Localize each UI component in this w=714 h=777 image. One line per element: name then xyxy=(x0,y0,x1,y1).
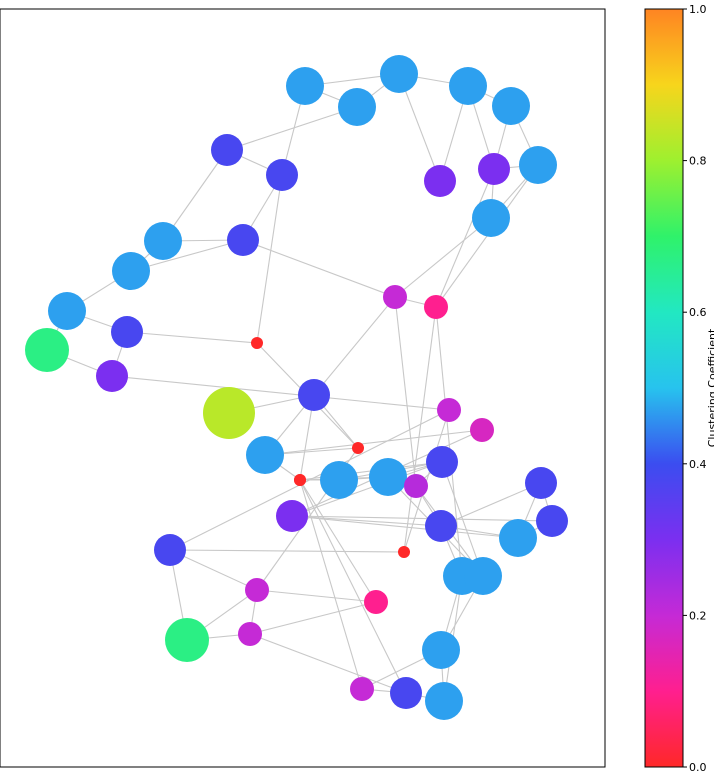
node-23 xyxy=(203,387,255,439)
node-5 xyxy=(492,87,530,125)
node-18 xyxy=(96,360,128,392)
node-9 xyxy=(478,153,510,185)
node-11 xyxy=(472,199,510,237)
edge-35-33 xyxy=(291,515,442,527)
edge-2-6 xyxy=(226,106,358,151)
node-47 xyxy=(350,677,374,701)
node-38 xyxy=(154,534,186,566)
edge-45-43 xyxy=(249,601,377,635)
nodes-layer xyxy=(25,55,568,720)
node-14 xyxy=(112,252,150,290)
edge-47-50 xyxy=(299,479,363,690)
edge-25-26 xyxy=(264,429,483,456)
edge-3-8 xyxy=(398,73,441,182)
node-7 xyxy=(266,159,298,191)
colorbar-tick-label: 1.0 xyxy=(689,3,707,16)
node-3 xyxy=(380,55,418,93)
edge-22-19 xyxy=(313,296,396,396)
node-41 xyxy=(464,557,502,595)
node-27 xyxy=(352,442,364,454)
node-32 xyxy=(404,474,428,498)
node-42 xyxy=(245,578,269,602)
edge-16-21 xyxy=(126,331,258,344)
edge-35-37 xyxy=(291,515,519,539)
node-19 xyxy=(383,285,407,309)
edge-35-36 xyxy=(291,515,553,522)
node-44 xyxy=(165,618,209,662)
node-37 xyxy=(499,519,537,557)
node-25 xyxy=(470,418,494,442)
node-43 xyxy=(364,590,388,614)
edge-20-39 xyxy=(403,306,437,553)
colorbar-tick-label: 0.0 xyxy=(689,761,707,774)
node-16 xyxy=(111,316,143,348)
edge-18-24 xyxy=(111,375,450,411)
edge-31-41 xyxy=(441,461,484,577)
node-20 xyxy=(424,295,448,319)
node-21 xyxy=(251,337,263,349)
edge-38-39 xyxy=(169,549,405,553)
node-4 xyxy=(449,67,487,105)
node-34 xyxy=(525,467,557,499)
node-1 xyxy=(286,67,324,105)
node-33 xyxy=(425,510,457,542)
node-45 xyxy=(238,622,262,646)
colorbar-tick-label: 0.2 xyxy=(689,609,707,622)
colorbar-tick-label: 0.4 xyxy=(689,458,707,471)
node-17 xyxy=(25,328,69,372)
edge-20-9 xyxy=(435,168,495,308)
node-35 xyxy=(276,500,308,532)
node-8 xyxy=(424,165,456,197)
edge-14-13 xyxy=(130,239,244,272)
colorbar-tick-label: 0.6 xyxy=(689,306,707,319)
node-15 xyxy=(48,292,86,330)
node-26 xyxy=(246,436,284,474)
node-36 xyxy=(536,505,568,537)
node-29 xyxy=(320,461,358,499)
node-6 xyxy=(211,134,243,166)
colorbar: 0.0 0.2 0.4 0.6 0.8 1.0 Clustering Coefficien… xyxy=(644,3,714,774)
edge-38-24 xyxy=(169,409,450,551)
node-10 xyxy=(519,146,557,184)
node-49 xyxy=(425,682,463,720)
edge-13-19 xyxy=(242,239,396,298)
node-39 xyxy=(398,546,410,558)
node-22 xyxy=(298,379,330,411)
node-48 xyxy=(390,677,422,709)
edge-43-50 xyxy=(299,479,377,603)
colorbar-label: Clustering Coefficient xyxy=(706,328,714,447)
node-24 xyxy=(437,398,461,422)
node-50 xyxy=(294,474,306,486)
edge-20-40 xyxy=(435,306,463,577)
edge-21-7 xyxy=(256,174,283,344)
edge-50-48 xyxy=(299,479,407,694)
edge-19-32 xyxy=(394,296,417,487)
colorbar-ticks: 0.0 0.2 0.4 0.6 0.8 1.0 xyxy=(683,3,707,774)
colorbar-tick-label: 0.8 xyxy=(689,155,707,168)
node-2 xyxy=(338,88,376,126)
node-46 xyxy=(422,631,460,669)
node-31 xyxy=(426,446,458,478)
node-30 xyxy=(369,458,407,496)
node-13 xyxy=(227,224,259,256)
edge-11-19 xyxy=(394,217,492,298)
edge-42-43 xyxy=(256,589,377,603)
edge-45-48 xyxy=(249,633,407,694)
node-12 xyxy=(144,222,182,260)
colorbar-gradient xyxy=(644,8,684,768)
